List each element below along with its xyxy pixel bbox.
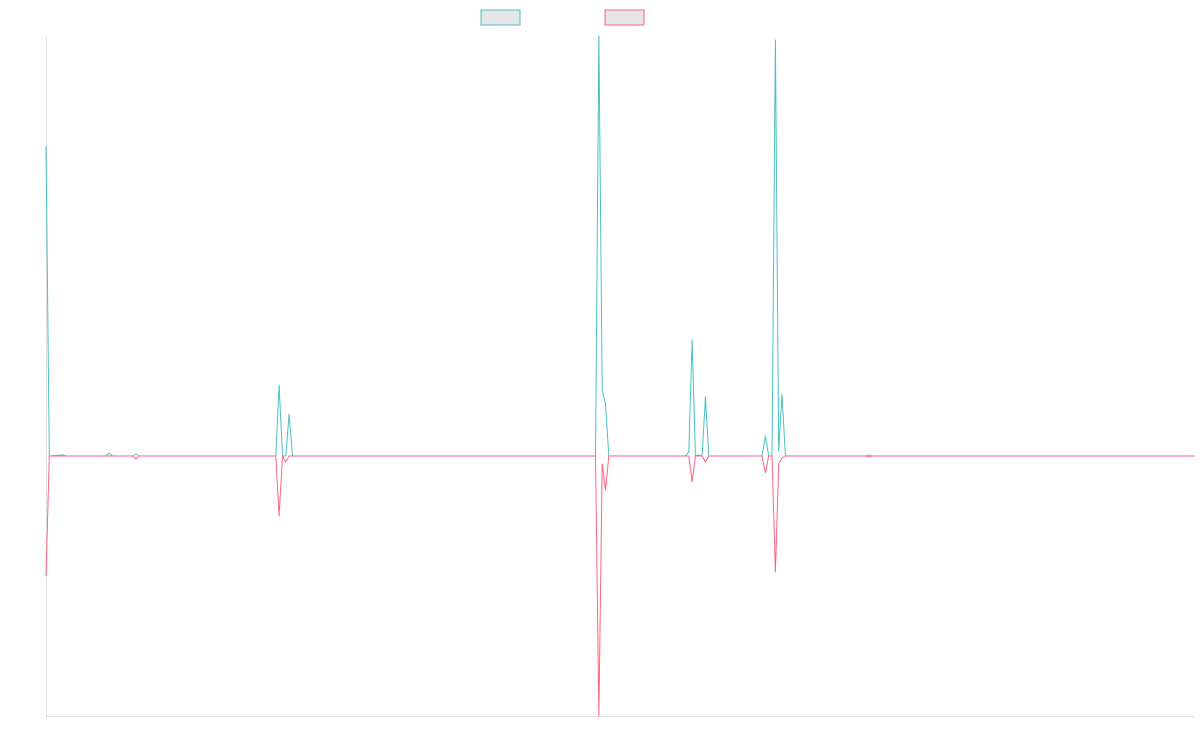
series-line-2 (45, 455, 1195, 717)
legend-swatch-2[interactable] (604, 9, 645, 26)
series-line-1 (45, 35, 1195, 457)
legend-swatch-1[interactable] (480, 9, 521, 26)
legend (480, 9, 645, 26)
